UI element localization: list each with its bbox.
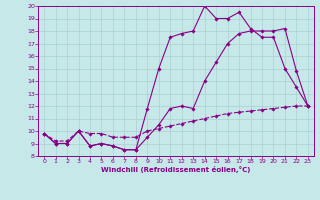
X-axis label: Windchill (Refroidissement éolien,°C): Windchill (Refroidissement éolien,°C) [101, 166, 251, 173]
